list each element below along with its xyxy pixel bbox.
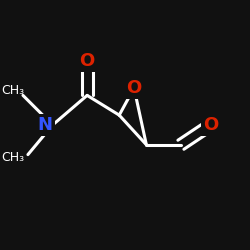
Text: O: O (80, 52, 95, 70)
Text: N: N (38, 116, 53, 134)
Text: O: O (126, 79, 142, 97)
Text: CH₃: CH₃ (2, 150, 25, 164)
Text: CH₃: CH₃ (2, 84, 25, 97)
Text: O: O (203, 116, 218, 134)
